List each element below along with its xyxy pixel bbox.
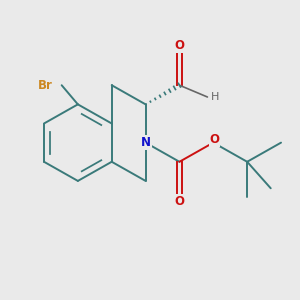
- Text: H: H: [211, 92, 219, 102]
- Text: O: O: [210, 133, 220, 146]
- Text: O: O: [174, 39, 184, 52]
- Text: N: N: [141, 136, 151, 149]
- Text: O: O: [174, 195, 184, 208]
- Text: Br: Br: [38, 79, 53, 92]
